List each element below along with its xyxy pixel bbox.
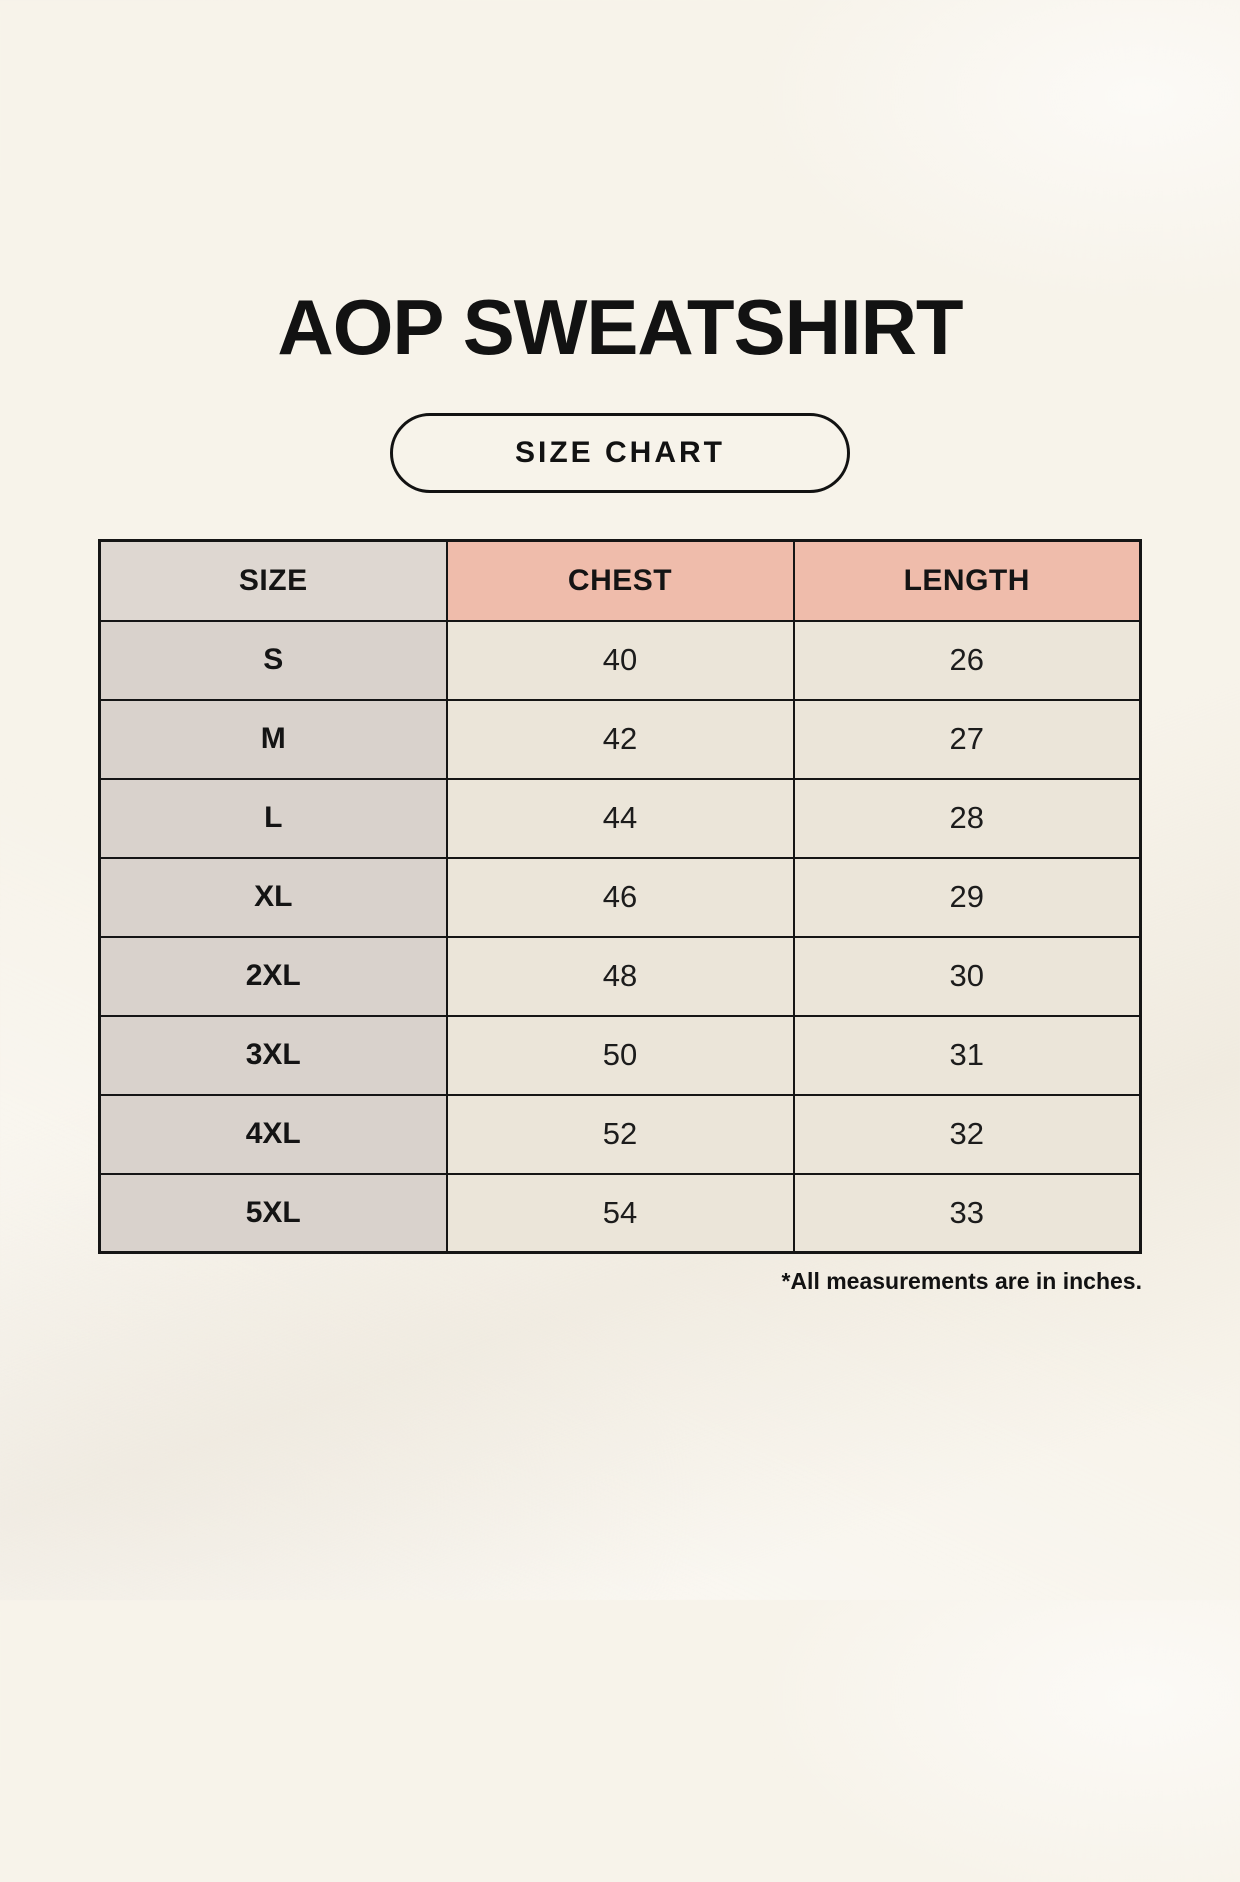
length-value: 27 <box>792 698 1142 780</box>
length-value: 28 <box>792 777 1142 859</box>
size-label: 4XL <box>98 1093 448 1175</box>
table-row: 2XL 48 30 <box>98 935 1142 1017</box>
chest-value: 40 <box>445 619 795 701</box>
table-row: 3XL 50 31 <box>98 1014 1142 1096</box>
table-row: XL 46 29 <box>98 856 1142 938</box>
size-label: 3XL <box>98 1014 448 1096</box>
chest-value: 50 <box>445 1014 795 1096</box>
chest-value: 42 <box>445 698 795 780</box>
size-label: M <box>98 698 448 780</box>
chest-value: 54 <box>445 1172 795 1254</box>
size-table: SIZE CHEST LENGTH S 40 26 M 42 27 L 44 2… <box>98 539 1142 1254</box>
table-row: M 42 27 <box>98 698 1142 780</box>
table-row: L 44 28 <box>98 777 1142 859</box>
length-value: 29 <box>792 856 1142 938</box>
length-value: 26 <box>792 619 1142 701</box>
size-label: XL <box>98 856 448 938</box>
chest-value: 48 <box>445 935 795 1017</box>
length-value: 31 <box>792 1014 1142 1096</box>
chest-value: 44 <box>445 777 795 859</box>
size-label: 2XL <box>98 935 448 1017</box>
table-row: S 40 26 <box>98 619 1142 701</box>
size-label: 5XL <box>98 1172 448 1254</box>
size-label: L <box>98 777 448 859</box>
table-header-row: SIZE CHEST LENGTH <box>98 539 1142 622</box>
page-title: AOP SWEATSHIRT <box>277 283 963 371</box>
size-chart-badge-label: SIZE CHART <box>515 436 725 469</box>
chest-value: 46 <box>445 856 795 938</box>
size-chart-page: AOP SWEATSHIRT SIZE CHART SIZE CHEST LEN… <box>0 282 1240 1882</box>
length-value: 33 <box>792 1172 1142 1254</box>
table-row: 4XL 52 32 <box>98 1093 1142 1175</box>
column-header-chest: CHEST <box>445 539 795 622</box>
length-value: 32 <box>792 1093 1142 1175</box>
size-label: S <box>98 619 448 701</box>
measurements-footnote: *All measurements are in inches. <box>781 1268 1143 1294</box>
chest-value: 52 <box>445 1093 795 1175</box>
size-chart-badge: SIZE CHART <box>390 413 850 493</box>
column-header-size: SIZE <box>98 539 448 622</box>
table-row: 5XL 54 33 <box>98 1172 1142 1254</box>
length-value: 30 <box>792 935 1142 1017</box>
column-header-length: LENGTH <box>792 539 1142 622</box>
